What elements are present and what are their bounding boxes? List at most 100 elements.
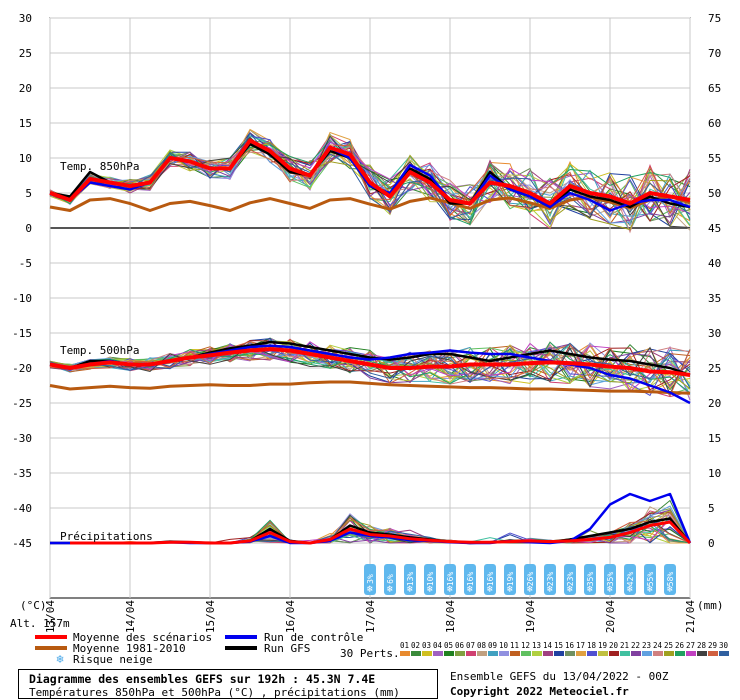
- pert-swatch: [697, 651, 707, 656]
- left-tick-label: -30: [12, 432, 32, 445]
- snow-risk-pct: 23%: [546, 572, 555, 587]
- right-tick-label: 15: [708, 432, 721, 445]
- right-tick-label: 5: [708, 502, 715, 515]
- precip-mean-line: [70, 520, 692, 545]
- snow-risk-marker: [644, 564, 656, 595]
- footer-title: Diagramme des ensembles GEFS sur 192h : …: [29, 672, 376, 686]
- left-tick-label: 20: [19, 82, 32, 95]
- snow-risk-marker: [444, 564, 456, 595]
- snowflake-icon: ❄: [607, 584, 614, 595]
- right-tick-label: 40: [708, 257, 721, 270]
- snow-risk-pct: 55%: [646, 572, 655, 587]
- snowflake-icon: ❄: [527, 584, 534, 595]
- pert-number: 25: [664, 641, 673, 650]
- pert-swatch: [576, 651, 586, 656]
- right-tick-label: 0: [708, 537, 715, 550]
- pert-swatch: [411, 651, 421, 656]
- pert-swatch: [477, 651, 487, 656]
- pert-number: 12: [521, 641, 530, 650]
- pert-swatch: [444, 651, 454, 656]
- pert-number: 23: [642, 641, 651, 650]
- pert-number: 29: [708, 641, 717, 650]
- snowflake-icon: ❄: [407, 584, 414, 595]
- pert-swatch: [565, 651, 575, 656]
- snow-risk-marker: [604, 564, 616, 595]
- t850-panel-label: Temp. 850hPa: [60, 160, 139, 173]
- footer-title-box: Diagramme des ensembles GEFS sur 192h : …: [18, 669, 438, 699]
- legend-mean-label: Moyenne des scénarios: [73, 631, 212, 644]
- pert-swatch: [499, 651, 509, 656]
- pert-number: 06: [455, 641, 465, 650]
- left-tick-label: -15: [12, 327, 32, 340]
- axes: 302520151050-5-10-15-20-25-30-35-40-4575…: [10, 12, 724, 633]
- legend-climatology-label: Moyenne 1981-2010: [73, 642, 186, 655]
- left-tick-label: -25: [12, 397, 32, 410]
- pert-swatch: [521, 651, 531, 656]
- legend-snow-label: Risque neige: [73, 653, 152, 666]
- snowflake-icon: ❄: [427, 584, 434, 595]
- pert-swatch: [554, 651, 564, 656]
- snow-risk-pct: 58%: [666, 572, 675, 587]
- right-axis-unit: (mm): [697, 599, 724, 612]
- left-tick-label: 0: [25, 222, 32, 235]
- pert-number: 24: [653, 641, 663, 650]
- snowflake-icon: ❄: [627, 584, 634, 595]
- snowflake-icon: ❄: [667, 584, 674, 595]
- pert-swatch: [675, 651, 685, 656]
- left-tick-label: -20: [12, 362, 32, 375]
- snowflake-icon: ❄: [447, 584, 454, 595]
- snowflake-icon: ❄: [567, 584, 574, 595]
- pert-swatch: [609, 651, 619, 656]
- member-t850-line: [49, 135, 691, 228]
- snow-risk-marker: [484, 564, 496, 595]
- snow-risk-marker: [564, 564, 576, 595]
- left-tick-label: -5: [19, 257, 32, 270]
- pert-number: 26: [675, 641, 685, 650]
- snowflake-icon: ❄: [587, 584, 594, 595]
- right-tick-label: 20: [708, 397, 721, 410]
- right-tick-label: 75: [708, 12, 721, 25]
- snow-risk-marker: [384, 564, 396, 595]
- pert-swatch: [433, 651, 443, 656]
- snow-risk-marker: [664, 564, 676, 595]
- right-tick-label: 45: [708, 222, 721, 235]
- left-tick-label: 15: [19, 117, 32, 130]
- snow-risk-pct: 26%: [526, 572, 535, 587]
- left-tick-label: -45: [12, 537, 32, 550]
- t500-panel-label: Temp. 500hPa: [60, 344, 139, 357]
- pert-swatch: [631, 651, 641, 656]
- snow-risk: 3%❄6%❄13%❄10%❄16%❄16%❄16%❄19%❄26%❄23%❄23…: [364, 564, 676, 595]
- left-tick-label: -10: [12, 292, 32, 305]
- snow-risk-marker: [424, 564, 436, 595]
- pert-swatch: [466, 651, 476, 656]
- pert-number: 01: [400, 641, 409, 650]
- pert-number: 22: [631, 641, 640, 650]
- pert-swatch: [598, 651, 608, 656]
- snow-risk-pct: 6%: [386, 574, 395, 584]
- left-tick-label: -35: [12, 467, 32, 480]
- pert-number: 15: [554, 641, 563, 650]
- pert-number: 18: [587, 641, 597, 650]
- pert-swatch: [455, 651, 465, 656]
- snow-risk-marker: [544, 564, 556, 595]
- snow-risk-pct: 3%: [366, 574, 375, 584]
- copyright: Copyright 2022 Meteociel.fr: [450, 685, 629, 698]
- snow-risk-marker: [504, 564, 516, 595]
- pert-number: 13: [532, 641, 541, 650]
- snow-risk-pct: 16%: [446, 572, 455, 587]
- pert-swatch: [532, 651, 542, 656]
- t850-mean-line: [49, 138, 691, 206]
- x-tick-label: 19/04: [524, 600, 537, 633]
- snow-risk-pct: 16%: [466, 572, 475, 587]
- pert-swatch: [686, 651, 696, 656]
- main-series: [49, 138, 692, 545]
- pert-swatch: [422, 651, 432, 656]
- legend-gfs-label: Run GFS: [264, 642, 310, 655]
- left-tick-label: 30: [19, 12, 32, 25]
- x-tick-label: 18/04: [444, 600, 457, 633]
- pert-swatch: [642, 651, 652, 656]
- snowflake-icon: ❄: [507, 584, 514, 595]
- t500-climatology-line: [49, 380, 691, 395]
- x-tick-label: 16/04: [284, 600, 297, 633]
